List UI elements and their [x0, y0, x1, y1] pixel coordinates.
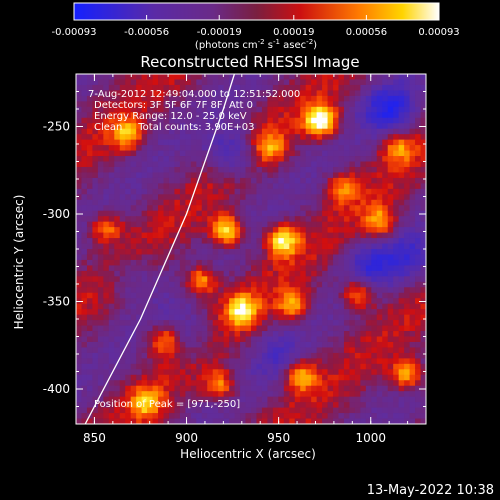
- colorbar: -0.00093 -0.00056 -0.00019 0.00019 0.00056 0.…: [52, 2, 460, 51]
- annotation-block: 7-Aug-2012 12:49:04.000 to 12:51:52.000 …: [88, 89, 300, 133]
- colorbar-tick-label: 0.00093: [418, 27, 459, 38]
- x-axis-label: Heliocentric X (arcsec): [180, 447, 316, 461]
- colorbar-tick-label: -0.00019: [197, 27, 242, 38]
- y-tick-label: -400: [43, 382, 70, 396]
- y-axis-label: Heliocentric Y (arcsec): [12, 195, 26, 330]
- colorbar-gradient: [74, 3, 439, 20]
- annotation-clean: Clean Total counts: 3.90E+03: [94, 122, 254, 133]
- annotation-energy: Energy Range: 12.0 - 25.0 keV: [94, 111, 247, 122]
- annotation-time: 7-Aug-2012 12:49:04.000 to 12:51:52.000: [88, 89, 300, 100]
- colorbar-tick-label: -0.00093: [52, 27, 97, 38]
- y-tick-label: -250: [43, 120, 70, 134]
- y-tick-label: -300: [43, 207, 70, 221]
- x-tick-label: 1000: [355, 431, 386, 445]
- timestamp: 13-May-2022 10:38: [367, 483, 494, 498]
- chart-title: Reconstructed RHESSI Image: [140, 53, 359, 71]
- colorbar-tick-label: 0.00019: [273, 27, 314, 38]
- colorbar-ticks: -0.00093 -0.00056 -0.00019 0.00019 0.00056 0.…: [52, 15, 460, 38]
- heatmap-image: [76, 74, 426, 424]
- solar-limb-line: [84, 74, 236, 424]
- y-tick-label: -350: [43, 295, 70, 309]
- axis-ticks: 850 900 950 1000 -250 -300 -350 -400: [43, 73, 427, 445]
- x-tick-label: 900: [175, 431, 198, 445]
- x-tick-label: 950: [267, 431, 290, 445]
- peak-position-label: Position of Peak = [971,-250]: [94, 399, 240, 410]
- colorbar-tick-label: 0.00056: [346, 27, 387, 38]
- x-tick-label: 850: [83, 431, 106, 445]
- colorbar-tick-label: -0.00056: [124, 27, 169, 38]
- annotation-detectors: Detectors: 3F 5F 6F 7F 8F, Att 0: [94, 100, 253, 111]
- colorbar-unit-label: (photons cm-2 s-1 asec-2): [195, 38, 317, 51]
